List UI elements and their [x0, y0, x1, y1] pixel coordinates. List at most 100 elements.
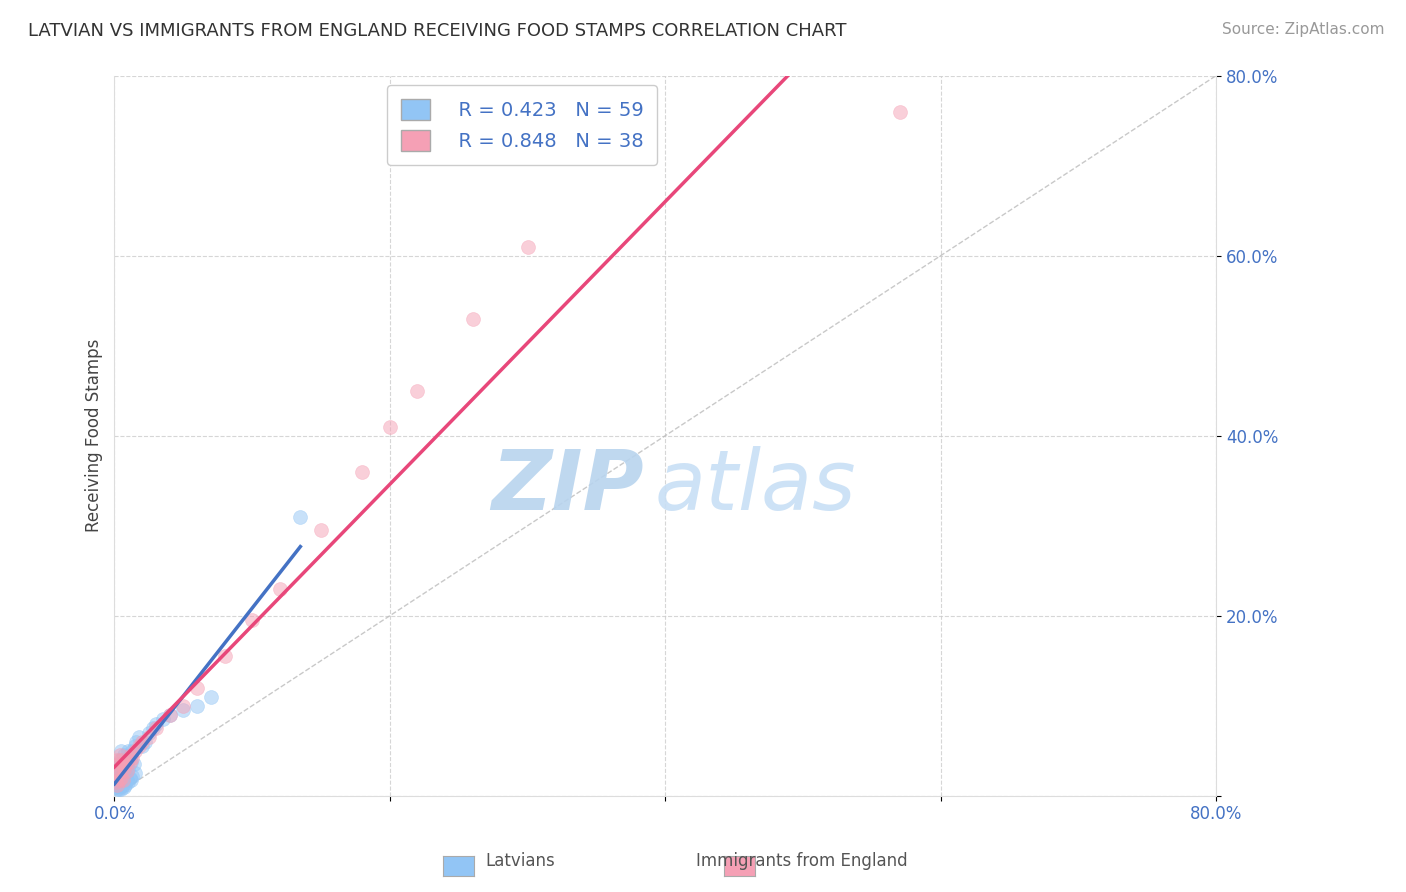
Point [112, 762, 135, 776]
Point [121, 751, 143, 765]
Text: LATVIAN VS IMMIGRANTS FROM ENGLAND RECEIVING FOOD STAMPS CORRELATION CHART: LATVIAN VS IMMIGRANTS FROM ENGLAND RECEI… [28, 22, 846, 40]
Point [107, 775, 129, 789]
Point [186, 681, 208, 695]
Point [120, 755, 142, 769]
Point [104, 771, 127, 785]
Legend:   R = 0.423   N = 59,   R = 0.848   N = 38: R = 0.423 N = 59, R = 0.848 N = 38 [387, 86, 657, 165]
Point [121, 769, 143, 783]
Point [128, 731, 150, 745]
Point [105, 772, 128, 787]
Point [159, 707, 181, 722]
Point [117, 744, 139, 758]
Point [172, 698, 194, 713]
Point [110, 757, 132, 772]
Point [104, 775, 127, 789]
Point [111, 757, 134, 772]
Point [118, 755, 141, 769]
Point [105, 757, 128, 772]
Point [108, 764, 131, 778]
Point [125, 735, 148, 749]
Point [134, 735, 156, 749]
Point [138, 731, 160, 745]
Point [120, 772, 142, 787]
Point [290, 509, 312, 524]
Point [107, 757, 129, 772]
Point [105, 778, 128, 792]
Point [111, 778, 134, 792]
Point [118, 771, 141, 785]
Point [124, 739, 146, 754]
Point [118, 748, 141, 763]
Point [461, 311, 484, 326]
Point [111, 772, 134, 787]
Point [128, 739, 150, 754]
Point [145, 721, 167, 735]
Point [214, 649, 236, 664]
Point [131, 735, 153, 749]
Point [112, 771, 135, 785]
Point [240, 613, 263, 627]
Point [117, 762, 139, 776]
Point [124, 766, 146, 780]
Point [120, 748, 142, 763]
Point [104, 780, 127, 794]
Point [145, 716, 167, 731]
Point [111, 769, 134, 783]
Point [111, 757, 134, 772]
Y-axis label: Receiving Food Stamps: Receiving Food Stamps [86, 339, 103, 533]
Point [112, 748, 135, 763]
Point [107, 781, 129, 796]
Point [114, 753, 136, 767]
Point [352, 465, 374, 479]
Point [104, 766, 127, 780]
Point [406, 384, 429, 398]
Point [378, 419, 401, 434]
Point [269, 582, 291, 596]
Point [186, 698, 208, 713]
Point [172, 703, 194, 717]
Point [117, 775, 139, 789]
Point [115, 757, 138, 772]
Point [108, 766, 131, 780]
Point [110, 766, 132, 780]
Point [110, 753, 132, 767]
Point [114, 778, 136, 792]
Point [152, 712, 174, 726]
Point [138, 725, 160, 739]
Point [107, 762, 129, 776]
Text: Latvians: Latvians [485, 852, 555, 870]
Point [115, 764, 138, 778]
Text: Immigrants from England: Immigrants from England [696, 852, 907, 870]
Point [142, 721, 165, 735]
Point [516, 239, 538, 253]
Point [124, 744, 146, 758]
Point [105, 753, 128, 767]
Text: atlas: atlas [654, 446, 856, 526]
Point [108, 772, 131, 787]
Point [200, 690, 222, 704]
Point [110, 775, 132, 789]
Point [114, 757, 136, 772]
Point [105, 766, 128, 780]
Point [104, 766, 127, 780]
Point [121, 744, 143, 758]
Point [122, 757, 145, 772]
Point [159, 707, 181, 722]
Text: Source: ZipAtlas.com: Source: ZipAtlas.com [1222, 22, 1385, 37]
Point [105, 778, 128, 792]
Point [107, 769, 129, 783]
Point [112, 780, 135, 794]
Point [114, 766, 136, 780]
Point [110, 781, 132, 796]
Point [115, 772, 138, 787]
Point [108, 780, 131, 794]
Point [889, 104, 911, 119]
Point [107, 772, 129, 787]
Point [110, 744, 132, 758]
Point [112, 762, 135, 776]
Point [108, 748, 131, 763]
Point [108, 753, 131, 767]
Point [104, 775, 127, 789]
Point [117, 753, 139, 767]
Point [309, 523, 332, 537]
